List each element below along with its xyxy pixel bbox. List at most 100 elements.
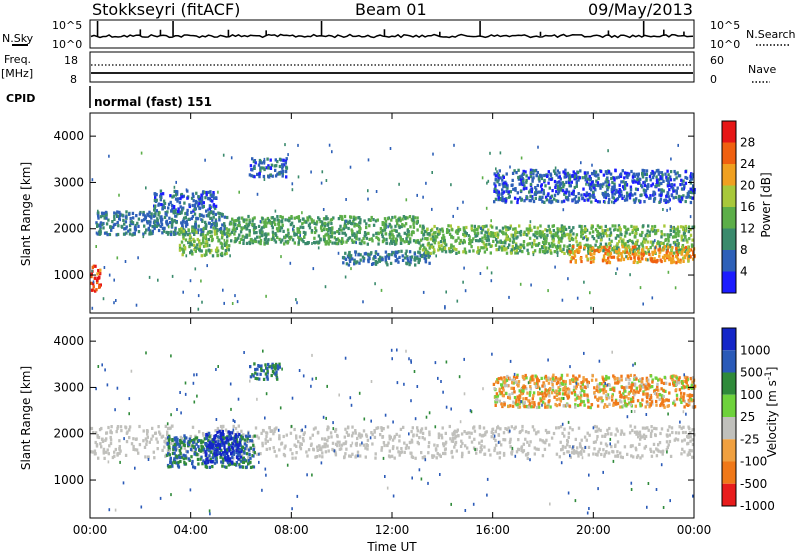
heatmap-cell xyxy=(142,213,145,217)
heatmap-cell xyxy=(129,228,132,232)
heatmap-cell xyxy=(203,253,207,257)
heatmap-cell xyxy=(183,216,186,220)
heatmap-cell xyxy=(605,171,608,176)
heatmap-speckle xyxy=(291,182,294,186)
heatmap-cell xyxy=(433,241,437,245)
heatmap-cell xyxy=(200,242,203,246)
heatmap-cell xyxy=(625,191,629,195)
heatmap-cell xyxy=(253,216,256,220)
heatmap-cell xyxy=(661,177,664,181)
heatmap-cell xyxy=(324,242,327,246)
heatmap-cell xyxy=(148,210,151,214)
heatmap-cell xyxy=(488,242,491,246)
heatmap-cell xyxy=(376,426,380,430)
heatmap-speckle xyxy=(367,189,369,193)
heatmap-cell xyxy=(130,442,134,446)
heatmap-cell xyxy=(372,218,375,222)
heatmap-cell xyxy=(401,223,404,227)
heatmap-cell xyxy=(681,244,685,248)
heatmap-cell xyxy=(318,240,321,244)
heatmap-cell xyxy=(379,230,383,234)
heatmap-cell xyxy=(99,215,103,219)
heatmap-cell xyxy=(270,373,273,378)
heatmap-cell xyxy=(658,182,662,186)
heatmap-cell xyxy=(461,241,464,245)
heatmap-cell xyxy=(199,449,203,453)
heatmap-cell xyxy=(629,256,633,261)
heatmap-cell xyxy=(519,245,522,250)
heatmap-cell xyxy=(478,249,481,253)
heatmap-cell xyxy=(416,228,419,232)
heatmap-cell xyxy=(681,250,684,254)
heatmap-cell xyxy=(369,218,372,222)
heatmap-cell xyxy=(184,233,187,237)
heatmap-cell xyxy=(246,437,249,441)
heatmap-cell xyxy=(614,224,617,228)
heatmap-cell xyxy=(687,259,690,263)
heatmap-cell xyxy=(491,432,495,436)
heatmap-cell xyxy=(295,451,298,455)
heatmap-cell xyxy=(410,440,414,444)
heatmap-cell xyxy=(207,230,210,234)
heatmap-cell xyxy=(541,240,545,244)
heatmap-cell xyxy=(143,224,146,228)
heatmap-cell xyxy=(598,225,601,229)
heatmap-cell xyxy=(98,270,101,275)
heatmap-cell xyxy=(632,180,635,184)
heatmap-cell xyxy=(183,434,186,438)
heatmap-cell xyxy=(334,427,338,432)
heatmap-cell xyxy=(566,245,569,249)
heatmap-cell xyxy=(212,191,215,195)
heatmap-cell xyxy=(223,453,226,457)
heatmap-cell xyxy=(169,441,173,445)
heatmap-cell xyxy=(522,169,525,173)
heatmap-cell xyxy=(470,245,473,249)
heatmap-cell xyxy=(538,250,542,254)
heatmap-cell xyxy=(218,429,221,433)
heatmap-cell xyxy=(265,434,268,439)
heatmap-cell xyxy=(626,175,629,180)
heatmap-cell xyxy=(511,178,514,182)
heatmap-cell xyxy=(500,443,503,447)
heatmap-cell xyxy=(676,229,680,233)
heatmap-cell xyxy=(209,199,213,203)
heatmap-cell xyxy=(620,429,623,433)
heatmap-cell xyxy=(635,455,639,459)
colorbar-frame xyxy=(721,120,737,294)
heatmap-cell xyxy=(186,196,189,200)
heatmap-cell xyxy=(209,216,212,220)
heatmap-cell xyxy=(159,217,163,221)
heatmap-cell xyxy=(135,214,138,218)
heatmap-cell xyxy=(617,234,620,238)
heatmap-cell xyxy=(438,231,441,235)
heatmap-cell xyxy=(274,233,278,237)
heatmap-cell xyxy=(464,230,467,235)
heatmap-cell xyxy=(505,247,508,251)
heatmap-cell xyxy=(264,441,267,445)
heatmap-cell xyxy=(360,239,364,243)
heatmap-cell xyxy=(607,170,611,174)
heatmap-cell xyxy=(554,171,557,175)
heatmap-cell xyxy=(339,214,342,219)
heatmap-cell xyxy=(616,242,619,246)
heatmap-cell xyxy=(600,225,603,229)
heatmap-cell xyxy=(498,440,501,444)
heatmap-cell xyxy=(671,226,674,230)
heatmap-cell xyxy=(639,433,642,437)
heatmap-cell xyxy=(238,220,241,224)
heatmap-cell xyxy=(521,424,524,429)
heatmap-cell xyxy=(293,231,296,235)
heatmap-cell xyxy=(525,453,528,457)
heatmap-cell xyxy=(632,455,635,459)
heatmap-cell xyxy=(385,237,388,241)
heatmap-cell xyxy=(214,248,218,252)
heatmap-cell xyxy=(669,232,672,237)
heatmap-cell xyxy=(566,443,569,447)
heatmap-cell xyxy=(480,448,483,452)
heatmap-cell xyxy=(550,200,554,204)
heatmap-cell xyxy=(631,245,635,249)
heatmap-cell xyxy=(526,243,529,247)
heatmap-cell xyxy=(625,231,628,235)
heatmap-cell xyxy=(364,455,367,459)
heatmap-cell xyxy=(576,200,579,204)
